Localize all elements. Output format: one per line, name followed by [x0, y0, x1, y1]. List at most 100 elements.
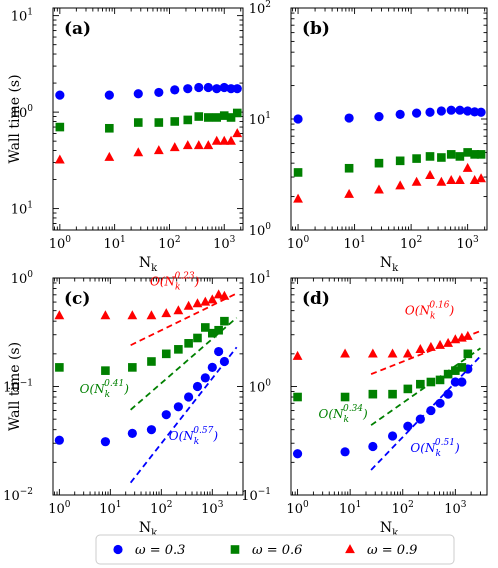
data-point-w06 [446, 150, 456, 159]
data-point-w06 [344, 163, 354, 173]
data-point-w06 [416, 379, 425, 389]
data-point-w09 [340, 348, 350, 358]
data-point-w03 [55, 90, 65, 100]
plot-area [54, 82, 243, 164]
data-point-w03 [368, 441, 378, 452]
x-tick-label: 103 [457, 235, 480, 252]
data-point-w06 [133, 118, 143, 127]
data-point-w03 [200, 373, 210, 383]
data-point-w06 [403, 384, 413, 394]
data-point-w09 [182, 140, 193, 150]
data-point-w09 [219, 135, 230, 145]
data-point-w09 [425, 341, 436, 351]
data-point-w09 [213, 289, 224, 299]
data-point-w06 [194, 112, 204, 121]
data-point-w06 [232, 108, 242, 118]
data-point-w09 [104, 151, 115, 161]
plot-area [293, 105, 486, 203]
data-point-w09 [402, 348, 413, 358]
x-axis-label: Nk [380, 255, 399, 274]
data-point-w06 [368, 389, 378, 399]
data-point-w09 [374, 184, 384, 194]
data-point-w03 [426, 405, 436, 416]
y-tick-label: 10−2 [3, 487, 33, 504]
data-point-w06 [204, 113, 213, 122]
data-point-w06 [214, 325, 223, 335]
data-point-w06 [226, 113, 236, 122]
legend-label-w06: ω = 0.6 [252, 543, 302, 558]
legend-label-w09: ω = 0.9 [367, 543, 417, 558]
legend-box [95, 534, 455, 565]
legend-label-w03: ω = 0.3 [135, 543, 185, 558]
data-point-w09 [344, 188, 355, 198]
data-point-w06 [395, 156, 405, 166]
fit-line-w06 [370, 347, 481, 426]
data-point-w06 [388, 389, 397, 399]
data-point-w03 [436, 106, 446, 116]
data-point-w06 [426, 377, 436, 387]
data-point-w06 [293, 168, 303, 177]
data-point-w09 [161, 308, 172, 318]
data-point-w06 [451, 366, 460, 375]
data-point-w09 [200, 296, 211, 306]
data-point-w06 [212, 113, 222, 122]
data-point-w09 [226, 135, 236, 145]
y-tick-label: 100 [249, 379, 272, 396]
data-point-w06 [470, 150, 479, 159]
data-point-w09 [193, 140, 204, 150]
data-point-w06 [455, 152, 465, 161]
x-tick-label: 103 [201, 500, 224, 517]
data-point-w09 [415, 343, 426, 353]
data-point-w09 [395, 180, 406, 190]
y-tick-label: 10−1 [3, 379, 33, 396]
slope-annotation-w03: O(Nk0.51) [410, 438, 460, 459]
data-point-w03 [212, 84, 222, 94]
data-point-w06 [293, 392, 302, 402]
x-tick-label: 100 [48, 500, 71, 517]
data-point-w03 [387, 431, 398, 441]
legend-marker-w03 [113, 544, 123, 555]
y-tick-label: 100 [11, 104, 34, 121]
data-point-w03 [232, 84, 242, 94]
axes-frame [290, 7, 488, 231]
data-point-w06 [174, 345, 183, 354]
data-point-w06 [55, 363, 64, 372]
data-point-w06 [128, 363, 137, 372]
y-tick-label: 101 [11, 8, 33, 25]
data-point-w09 [443, 337, 454, 347]
data-point-w06 [161, 349, 171, 359]
y-tick-label: 100 [249, 222, 272, 239]
y-tick-label: 10−1 [241, 487, 271, 504]
data-point-w06 [463, 148, 472, 157]
y-axis-label: Wall time (s) [7, 74, 23, 163]
x-tick-label: 101 [339, 500, 361, 517]
data-point-w09 [232, 128, 243, 138]
data-point-w09 [133, 147, 144, 157]
data-point-w06 [147, 357, 156, 366]
axes-frame [52, 7, 244, 231]
data-point-w09 [425, 170, 435, 180]
fit-line-w06 [130, 317, 238, 411]
data-point-w03 [146, 425, 157, 435]
data-point-w09 [183, 300, 194, 310]
data-point-w06 [463, 349, 473, 359]
data-point-w09 [476, 173, 486, 183]
data-point-w03 [463, 106, 473, 116]
axes-frame [52, 277, 244, 496]
slope-annotation-w09: O(Nk0.16) [405, 301, 455, 322]
data-point-w06 [412, 154, 421, 163]
data-point-w03 [443, 389, 453, 399]
data-point-w06 [101, 366, 110, 375]
data-point-w09 [435, 339, 445, 349]
plot-area [292, 330, 482, 471]
panel-label: (d) [302, 289, 330, 309]
x-tick-label: 102 [392, 500, 414, 517]
data-point-w03 [207, 362, 217, 372]
data-point-w06 [437, 153, 446, 162]
panel-label: (a) [64, 19, 91, 39]
panel-b: 100 101 102 103 100 101 102 (b) Nk [249, 0, 488, 274]
data-point-w03 [425, 107, 435, 117]
data-point-w09 [219, 290, 230, 300]
data-point-w03 [183, 84, 193, 94]
data-point-w03 [374, 112, 384, 122]
